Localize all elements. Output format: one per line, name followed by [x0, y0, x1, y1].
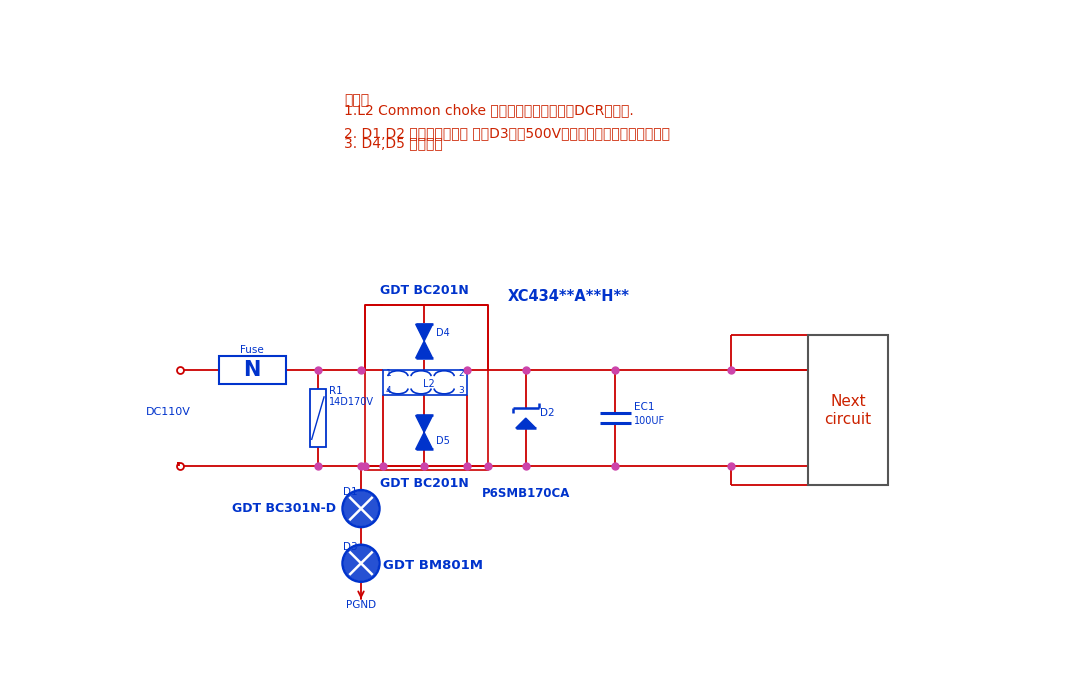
- Text: GDT BC301N-D: GDT BC301N-D: [232, 502, 336, 515]
- Text: GDT BC201N: GDT BC201N: [380, 284, 469, 297]
- Text: 2. D1,D2 ，为防雷模块。 其中D3测试500V络缘阻抗所增加（接地外壳）: 2. D1,D2 ，为防雷模块。 其中D3测试500V络缘阻抗所增加（接地外壳）: [345, 126, 670, 140]
- Polygon shape: [416, 341, 433, 358]
- Text: P6SMB170CA: P6SMB170CA: [482, 487, 570, 500]
- Circle shape: [342, 545, 379, 582]
- Bar: [310, 389, 325, 447]
- Text: EC1: EC1: [634, 402, 654, 412]
- Text: D4: D4: [435, 328, 449, 338]
- Circle shape: [343, 546, 379, 581]
- Text: DC110V: DC110V: [146, 408, 190, 417]
- Text: N: N: [243, 360, 260, 380]
- Bar: [382, 370, 468, 395]
- Text: 3. D4,D5 退耦作用: 3. D4,D5 退耦作用: [345, 137, 443, 151]
- Text: Next
circuit: Next circuit: [824, 394, 872, 427]
- Text: L2: L2: [422, 379, 434, 389]
- Text: 3: 3: [458, 387, 464, 395]
- Text: 1.L2 Common choke 的选型，注意电流以及DCR的大小.: 1.L2 Common choke 的选型，注意电流以及DCR的大小.: [345, 104, 634, 118]
- Text: ·: ·: [174, 452, 183, 480]
- Text: XC434**A**H**: XC434**A**H**: [508, 289, 630, 305]
- Polygon shape: [416, 433, 433, 450]
- Text: 14D170V: 14D170V: [328, 397, 374, 407]
- Bar: [365, 305, 488, 470]
- Circle shape: [343, 491, 379, 526]
- Circle shape: [342, 490, 379, 527]
- Text: Fuse: Fuse: [240, 345, 264, 355]
- Text: 2: 2: [459, 370, 464, 378]
- Polygon shape: [516, 418, 536, 428]
- Text: 4: 4: [386, 387, 391, 395]
- Text: D5: D5: [435, 436, 449, 446]
- Text: 100UF: 100UF: [634, 416, 665, 427]
- Text: 备注：: 备注：: [345, 93, 369, 107]
- Text: D2: D2: [540, 408, 555, 418]
- Text: D1: D1: [342, 487, 357, 497]
- Polygon shape: [416, 416, 433, 433]
- Text: GDT BC201N: GDT BC201N: [380, 477, 469, 490]
- Polygon shape: [416, 324, 433, 341]
- Text: 1: 1: [386, 370, 391, 378]
- Text: PGND: PGND: [346, 600, 376, 610]
- Text: R1: R1: [328, 386, 342, 396]
- Text: D3: D3: [342, 542, 357, 552]
- Text: GDT BM801M: GDT BM801M: [383, 559, 484, 572]
- Bar: [218, 356, 285, 384]
- Bar: [808, 335, 889, 485]
